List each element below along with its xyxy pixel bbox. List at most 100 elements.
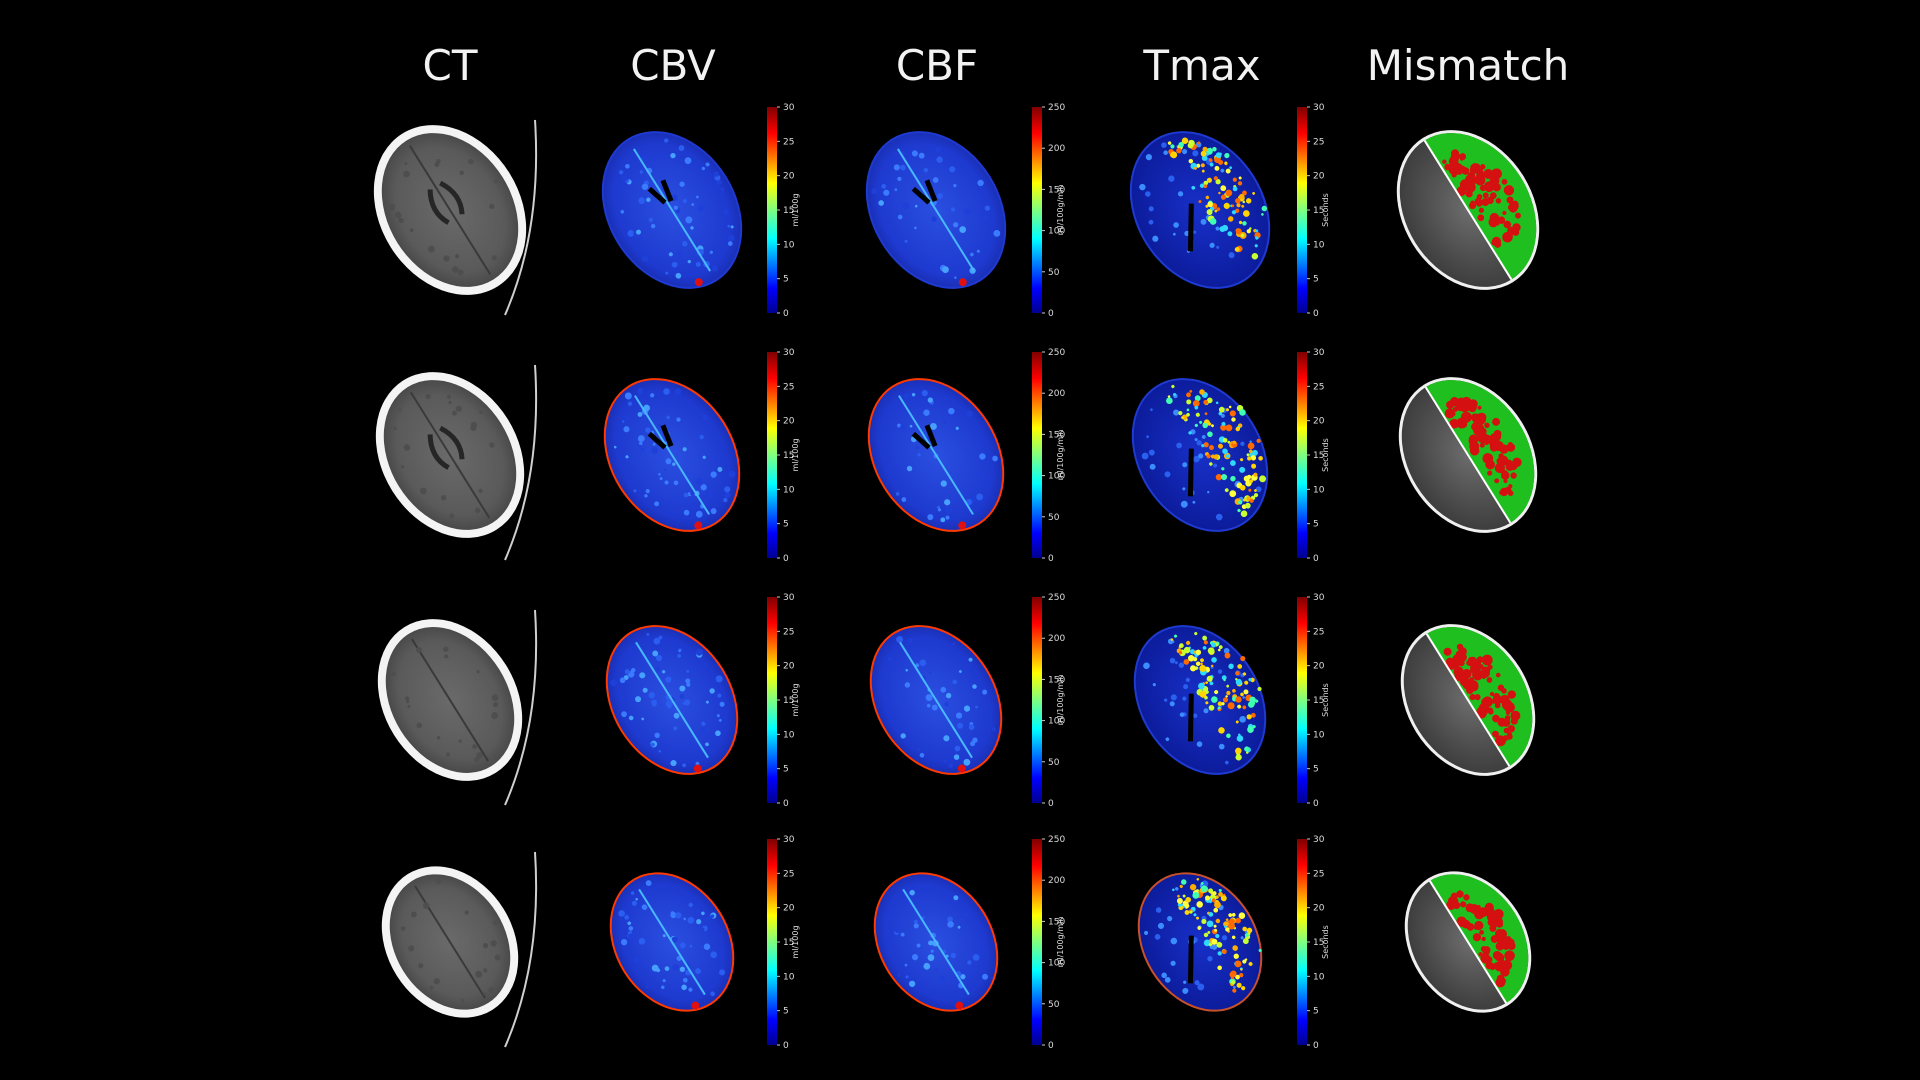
perfusion-speckle <box>950 952 957 959</box>
perfusion-speckle <box>630 667 636 673</box>
perfusion-speckle <box>1218 159 1224 165</box>
midline-vessel <box>632 148 712 272</box>
perfusion-speckle <box>1182 988 1189 994</box>
perfusion-speckle <box>1206 920 1214 928</box>
core-speckle <box>1495 977 1506 988</box>
perfusion-speckle <box>1238 500 1243 505</box>
perfusion-speckle <box>1242 705 1247 710</box>
perfusion-speckle <box>1194 423 1198 427</box>
perfusion-speckle <box>1215 152 1222 159</box>
perfusion-speckle <box>1228 913 1233 918</box>
perfusion-speckle <box>1240 692 1244 697</box>
sulcus <box>416 646 423 653</box>
core-speckle <box>1508 484 1513 489</box>
perfusion-speckle <box>1174 634 1178 638</box>
perfusion-speckle <box>1145 153 1153 161</box>
core-speckle <box>1488 709 1494 715</box>
image-grid: 302520151050ml/100g250200150100500ml/100… <box>373 103 1540 1051</box>
sulcus <box>478 488 483 494</box>
perfusion-speckle <box>622 420 625 423</box>
perfusion-speckle <box>1222 949 1227 954</box>
perfusion-speckle <box>1200 885 1208 893</box>
perfusion-speckle <box>1161 972 1167 979</box>
colorbar-tick-label: 30 <box>1313 348 1325 358</box>
colorbar-tick-label: 5 <box>783 275 789 285</box>
perfusion-speckle <box>1227 440 1231 444</box>
sulcus <box>491 255 497 261</box>
perfusion-speckle <box>942 420 947 424</box>
perfusion-speckle <box>651 964 659 972</box>
perfusion-speckle <box>1211 938 1218 945</box>
sulcus <box>468 158 474 165</box>
perfusion-speckle <box>1201 169 1205 173</box>
perfusion-speckle <box>1228 922 1235 930</box>
perfusion-speckle <box>613 445 617 449</box>
perfusion-speckle <box>1231 935 1236 940</box>
perfusion-speckle <box>1203 640 1208 645</box>
sulcus <box>400 926 406 931</box>
perfusion-speckle <box>1237 181 1243 186</box>
perfusion-speckle <box>1205 195 1210 200</box>
perfusion-speckle <box>957 925 961 929</box>
sulcus <box>425 393 431 400</box>
perfusion-speckle <box>1170 151 1178 159</box>
perfusion-speckle <box>651 447 658 454</box>
perfusion-speckle <box>1220 194 1227 200</box>
perfusion-speckle <box>1231 210 1236 215</box>
core-speckle <box>1501 688 1507 694</box>
perfusion-speckle <box>624 915 630 920</box>
sulcus <box>491 712 499 720</box>
sulcus <box>418 963 424 969</box>
cbv-slice-3 <box>605 625 739 775</box>
perfusion-speckle <box>676 417 681 422</box>
perfusion-speckle <box>727 241 733 246</box>
perfusion-speckle <box>720 187 725 192</box>
perfusion-speckle <box>624 392 632 400</box>
core-speckle <box>1481 936 1486 942</box>
core-speckle <box>1466 923 1475 931</box>
perfusion-speckle <box>1152 235 1159 242</box>
perfusion-speckle <box>1197 983 1205 991</box>
sulcus <box>474 507 481 514</box>
perfusion-speckle <box>914 226 917 230</box>
colorbar-unit-label: ml/100g <box>791 193 800 226</box>
perfusion-speckle <box>678 649 681 653</box>
perfusion-speckle <box>1167 916 1173 922</box>
colorbar-tick-label: 10 <box>1313 240 1325 250</box>
perfusion-speckle <box>1238 733 1241 736</box>
perfusion-speckle <box>1255 486 1262 493</box>
sulcus <box>464 910 469 915</box>
perfusion-speckle <box>707 492 714 499</box>
core-speckle <box>1491 168 1502 180</box>
perfusion-speckle <box>1217 443 1224 449</box>
perfusion-speckle <box>679 685 686 692</box>
sulcus <box>405 699 410 704</box>
perfusion-speckle <box>1246 453 1250 457</box>
perfusion-speckle <box>1201 444 1205 448</box>
perfusion-speckle <box>1207 431 1213 438</box>
perfusion-speckle <box>676 251 683 258</box>
core-speckle <box>1491 698 1497 704</box>
perfusion-speckle <box>689 944 693 948</box>
colorbar-scale <box>1297 352 1307 558</box>
midline-vessel <box>638 888 706 996</box>
perfusion-speckle <box>954 276 957 279</box>
perfusion-speckle <box>1225 927 1230 932</box>
core-speckle <box>1450 153 1460 163</box>
perfusion-speckle <box>1205 681 1208 684</box>
perfusion-speckle <box>713 171 720 177</box>
perfusion-speckle <box>1196 741 1203 747</box>
perfusion-speckle <box>1176 147 1182 154</box>
perfusion-speckle <box>1225 918 1229 922</box>
perfusion-speckle <box>1218 891 1223 897</box>
perfusion-speckle <box>671 261 678 268</box>
colorbar-tmax-3: 30 25 20 15 10 5 0 Seconds <box>1297 593 1330 809</box>
perfusion-speckle <box>1236 735 1244 742</box>
perfusion-speckle <box>1174 887 1179 891</box>
core-speckle <box>1503 479 1508 484</box>
perfusion-speckle <box>1249 498 1254 503</box>
colorbar-tick-label: 50 <box>1048 268 1060 278</box>
perfusion-speckle <box>1229 166 1232 170</box>
core-speckle <box>1475 175 1486 186</box>
perfusion-speckle <box>625 455 629 459</box>
